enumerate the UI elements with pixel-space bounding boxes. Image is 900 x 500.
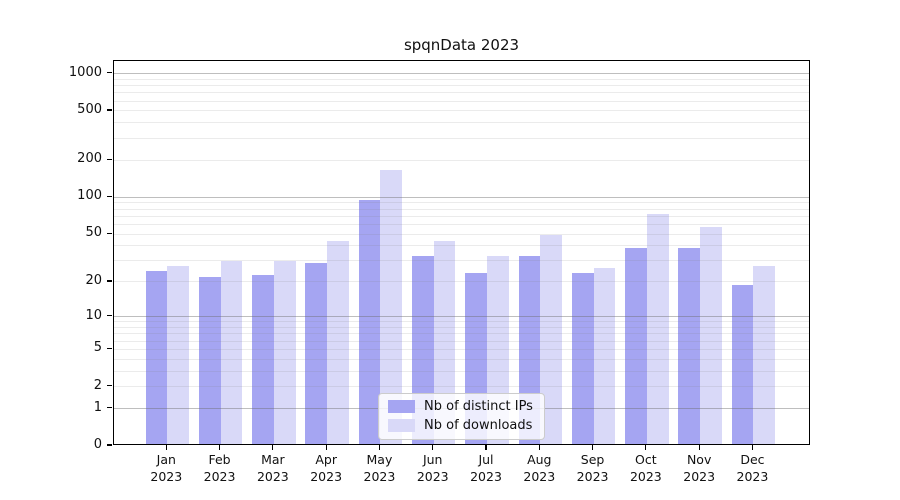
bar-downloads-oct bbox=[646, 214, 669, 444]
bar-downloads-sep bbox=[593, 268, 616, 444]
y-tick-label: 0 bbox=[93, 437, 102, 452]
y-tick-label: 1 bbox=[93, 399, 102, 415]
y-tick-label: 500 bbox=[77, 101, 102, 117]
y-tick-mark bbox=[107, 444, 112, 446]
y-tick-label: 5 bbox=[93, 340, 102, 356]
x-tick-mark bbox=[378, 445, 381, 450]
x-tick-mark bbox=[698, 445, 700, 450]
bar-ips-feb bbox=[198, 277, 221, 444]
bar-ips-apr bbox=[305, 262, 328, 444]
y-tick-label: 100 bbox=[77, 188, 102, 204]
x-tick-label: Nov 2023 bbox=[683, 452, 716, 484]
x-tick-label: Jul 2023 bbox=[470, 452, 502, 484]
bar-ips-oct bbox=[625, 247, 647, 444]
legend-label-distinct-ips: Nb of distinct IPs bbox=[424, 399, 533, 414]
bar-downloads-aug bbox=[540, 235, 562, 444]
x-tick-label: Apr 2023 bbox=[310, 452, 343, 484]
y-tick-mark bbox=[107, 315, 112, 317]
bar-downloads-apr bbox=[327, 241, 349, 444]
plot-area: Nb of distinct IPs Nb of downloads bbox=[113, 60, 810, 445]
x-tick-label: Aug 2023 bbox=[523, 452, 556, 484]
x-tick-mark bbox=[325, 445, 327, 450]
y-tick-mark bbox=[107, 158, 112, 160]
y-tick-label: 200 bbox=[77, 151, 102, 167]
legend-item-downloads: Nb of downloads bbox=[388, 418, 533, 433]
y-tick-mark bbox=[107, 195, 112, 197]
bar-ips-nov bbox=[678, 247, 701, 444]
chart-title: spqnData 2023 bbox=[403, 36, 520, 54]
bar-ips-dec bbox=[731, 285, 754, 444]
x-tick-mark bbox=[538, 445, 540, 450]
y-tick-label: 10 bbox=[85, 307, 102, 323]
legend: Nb of distinct IPs Nb of downloads bbox=[378, 393, 545, 440]
x-tick-mark bbox=[751, 445, 754, 450]
x-tick-label: Dec 2023 bbox=[736, 452, 769, 484]
legend-label-downloads: Nb of downloads bbox=[424, 418, 533, 433]
x-tick-mark bbox=[485, 445, 487, 450]
y-tick-mark bbox=[107, 385, 112, 387]
x-tick-label: Jan 2023 bbox=[150, 452, 183, 484]
legend-swatch-distinct-ips bbox=[388, 400, 415, 413]
x-tick-label: Sep 2023 bbox=[576, 452, 609, 484]
bar-downloads-dec bbox=[753, 266, 776, 444]
x-tick-mark bbox=[218, 445, 221, 450]
x-tick-mark bbox=[591, 445, 594, 450]
y-tick-mark bbox=[107, 407, 112, 409]
bar-downloads-jan bbox=[167, 266, 189, 444]
bar-ips-jan bbox=[145, 270, 168, 444]
legend-swatch-downloads bbox=[388, 419, 415, 432]
y-tick-mark bbox=[107, 232, 112, 234]
y-tick-label: 1000 bbox=[68, 64, 102, 80]
y-tick-mark bbox=[107, 347, 112, 350]
y-tick-label: 50 bbox=[85, 225, 102, 241]
bar-ips-mar bbox=[252, 275, 274, 444]
x-tick-mark bbox=[272, 445, 274, 450]
x-tick-mark bbox=[645, 445, 647, 450]
y-tick-mark bbox=[107, 280, 112, 282]
y-tick-mark bbox=[107, 109, 112, 111]
bar-downloads-feb bbox=[220, 260, 243, 444]
bar-ips-sep bbox=[571, 272, 594, 444]
bar-downloads-nov bbox=[700, 227, 722, 444]
x-tick-mark bbox=[432, 445, 434, 450]
legend-item-distinct-ips: Nb of distinct IPs bbox=[388, 399, 533, 414]
x-tick-label: Oct 2023 bbox=[629, 452, 662, 484]
x-tick-label: Feb 2023 bbox=[203, 452, 236, 484]
bar-downloads-mar bbox=[273, 260, 296, 444]
y-tick-label: 2 bbox=[93, 377, 102, 393]
bars-layer bbox=[114, 61, 809, 444]
y-tick-mark bbox=[107, 72, 112, 74]
x-tick-mark bbox=[165, 445, 167, 450]
x-tick-label: Jun 2023 bbox=[416, 452, 449, 484]
bar-downloads-may bbox=[380, 170, 403, 444]
x-tick-label: Mar 2023 bbox=[256, 452, 289, 484]
x-tick-label: May 2023 bbox=[363, 452, 396, 484]
bar-ips-may bbox=[358, 199, 381, 444]
y-tick-label: 20 bbox=[85, 272, 102, 288]
